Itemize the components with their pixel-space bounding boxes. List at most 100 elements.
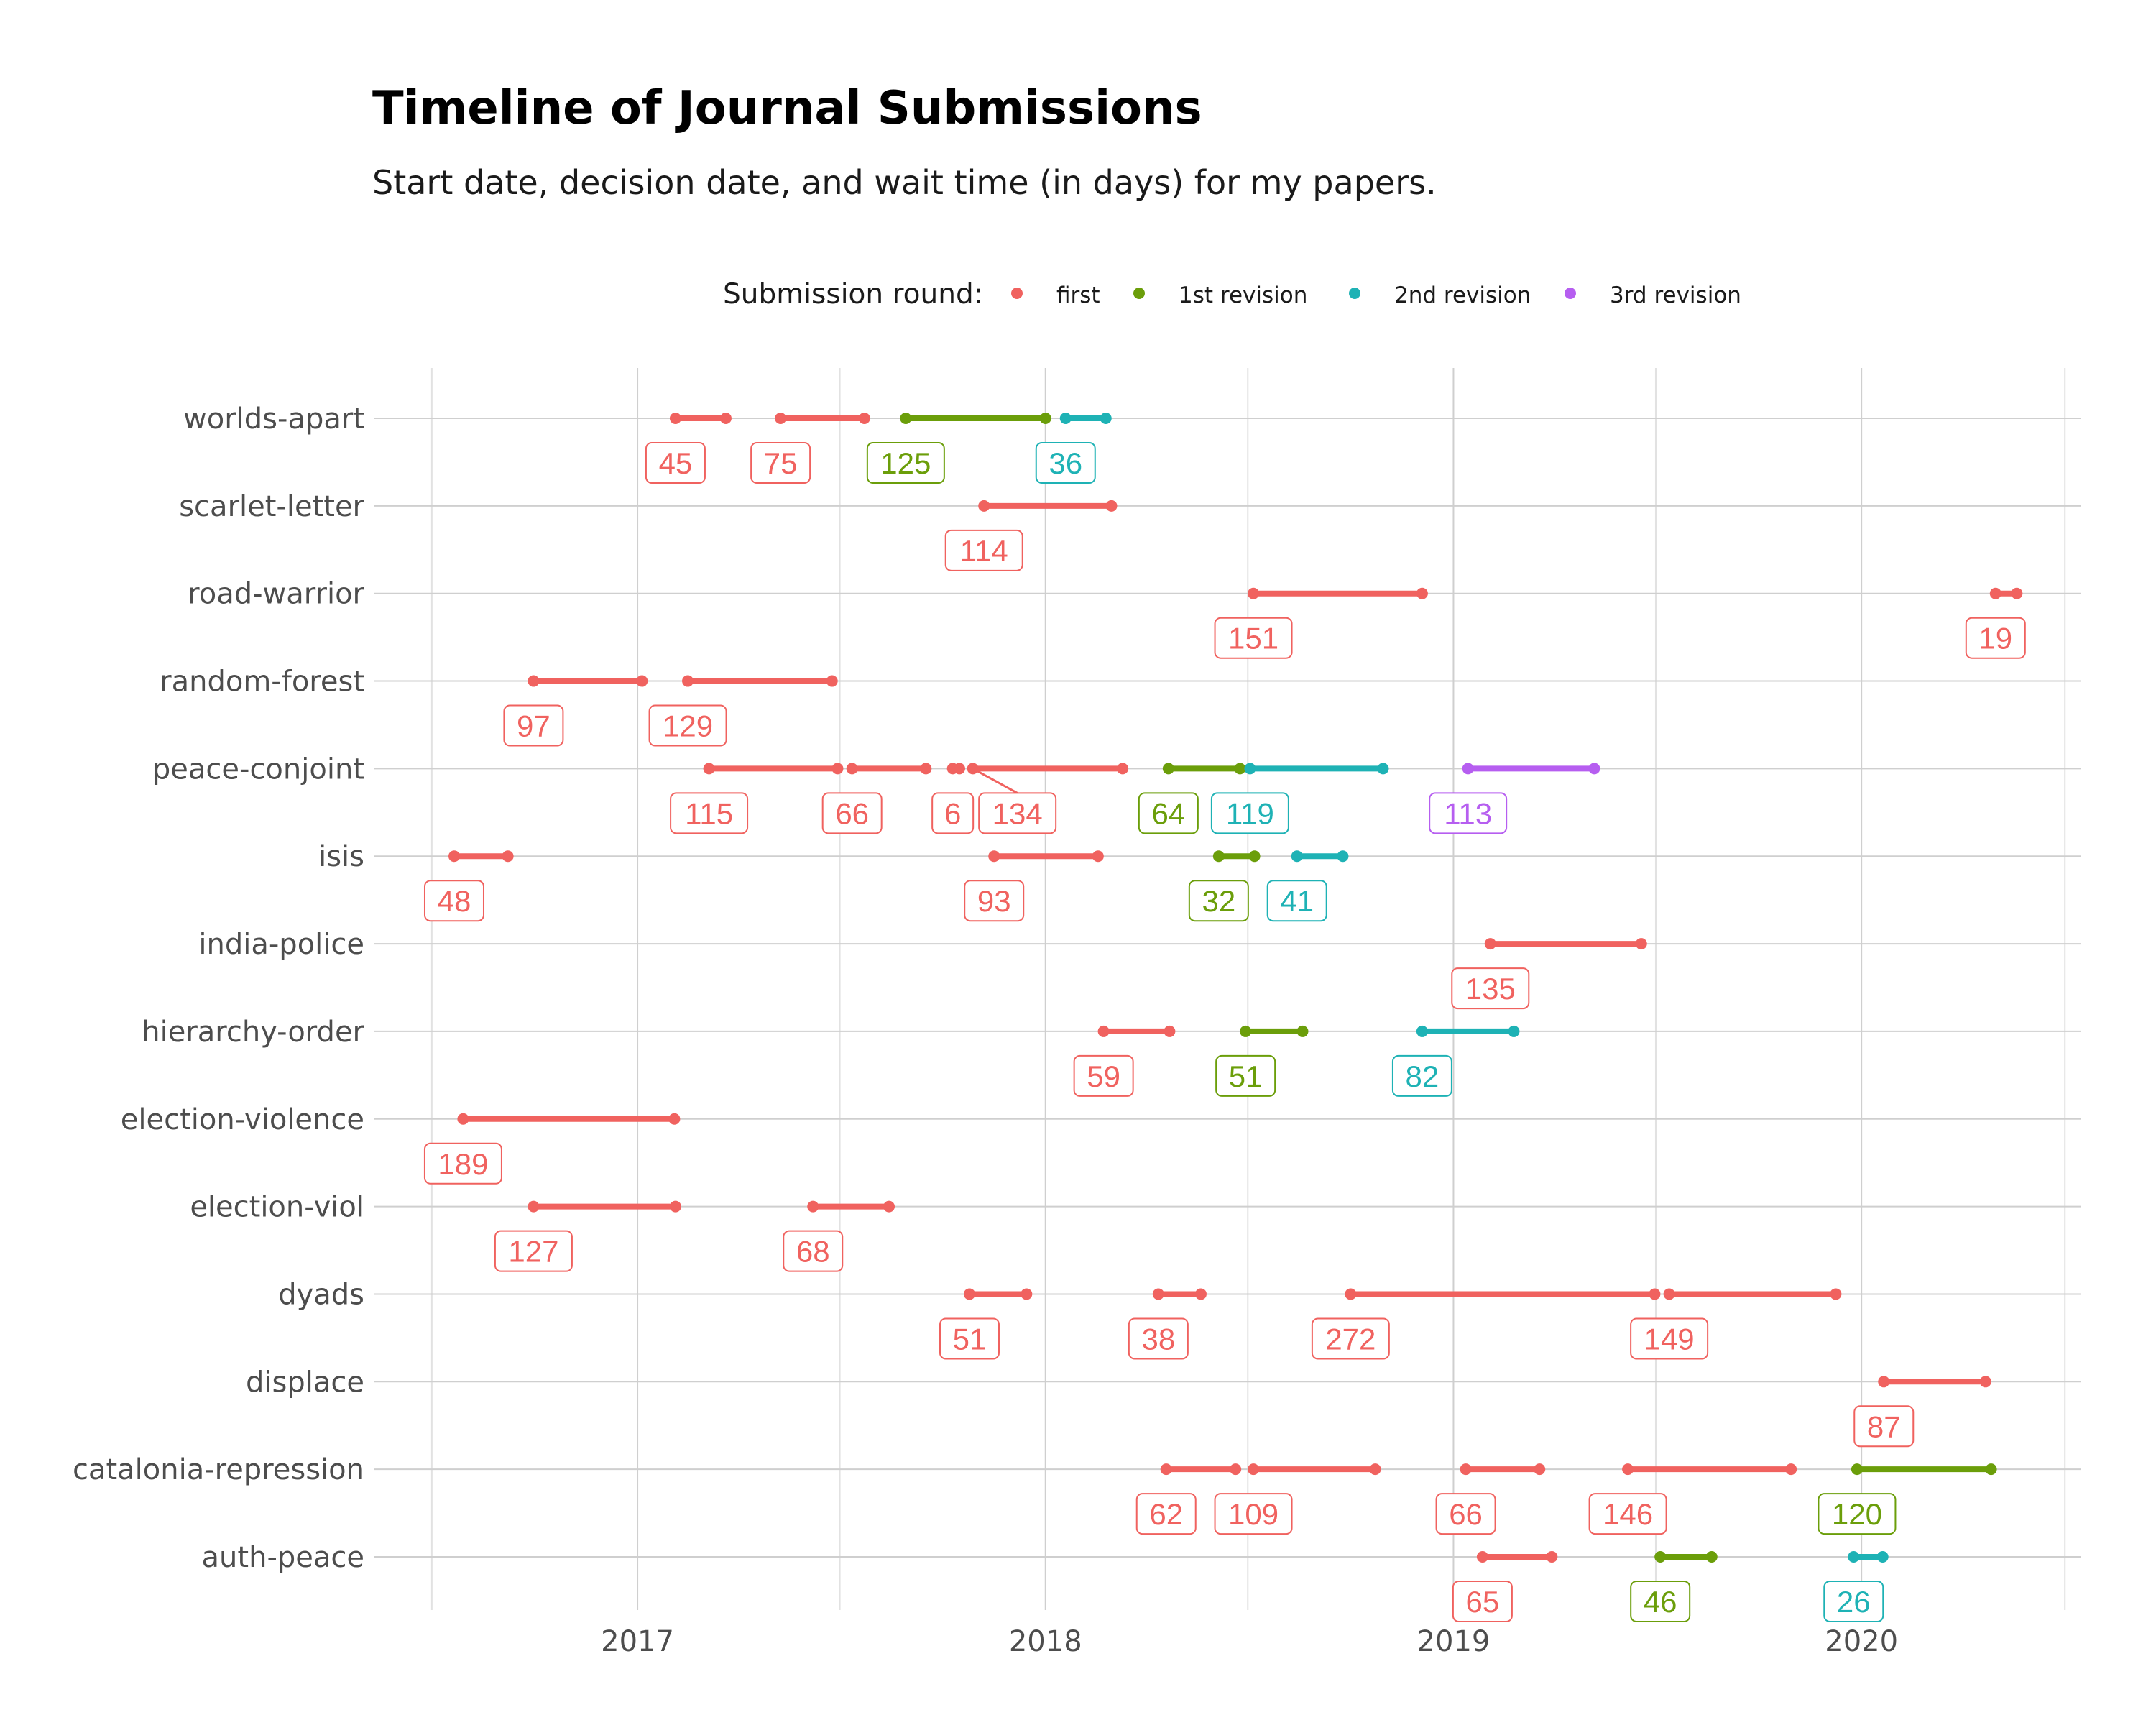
end-point-isis-18: [1248, 850, 1261, 862]
label-box-isis-18: [1188, 880, 1249, 922]
label-days-catalonia-repression-36: 120: [1832, 1497, 1882, 1531]
label-days-peace-conjoint-14: 119: [1226, 796, 1274, 830]
y-tick-label-india-police: india-police: [198, 928, 364, 961]
label-days-dyads-27: 51: [953, 1322, 987, 1356]
legend-label-first: first: [1056, 282, 1100, 308]
start-point-worlds-apart-0: [669, 413, 681, 424]
label-box-peace-conjoint-14: [1210, 792, 1289, 834]
y-tick-label-auth-peace: auth-peace: [202, 1541, 364, 1574]
end-point-hierarchy-order-21: [1164, 1025, 1176, 1037]
end-point-peace-conjoint-13: [1234, 763, 1246, 775]
y-tick-label-dyads: dyads: [278, 1278, 364, 1311]
start-point-catalonia-repression-32: [1160, 1463, 1172, 1476]
start-point-scarlet-letter-4: [978, 500, 990, 512]
end-point-worlds-apart-3: [1100, 413, 1112, 424]
start-point-displace-31: [1878, 1376, 1890, 1388]
label-box-hierarchy-order-21: [1073, 1054, 1134, 1097]
end-point-peace-conjoint-11: [953, 763, 965, 775]
label-box-catalonia-repression-33: [1214, 1493, 1293, 1535]
end-point-catalonia-repression-34: [1534, 1463, 1546, 1476]
end-point-scarlet-letter-4: [1105, 500, 1118, 512]
label-days-isis-19: 41: [1280, 884, 1314, 918]
label-days-peace-conjoint-12: 134: [992, 796, 1043, 830]
label-days-catalonia-repression-32: 62: [1149, 1497, 1183, 1531]
label-box-dyads-29: [1311, 1317, 1390, 1360]
start-point-catalonia-repression-36: [1851, 1463, 1863, 1476]
y-tick-label-road-warrior: road-warrior: [188, 578, 364, 611]
label-days-road-warrior-6: 19: [1978, 622, 2012, 656]
y-tick-label-hierarchy-order: hierarchy-order: [142, 1016, 364, 1049]
start-point-road-warrior-6: [1989, 587, 2001, 599]
label-box-worlds-apart-2: [866, 442, 945, 484]
end-point-election-viol-26: [883, 1200, 895, 1213]
label-days-dyads-30: 149: [1644, 1322, 1695, 1356]
label-days-catalonia-repression-33: 109: [1228, 1497, 1279, 1531]
start-point-random-forest-7: [528, 675, 540, 687]
label-box-worlds-apart-1: [750, 442, 811, 484]
start-point-isis-16: [448, 850, 460, 862]
label-days-hierarchy-order-23: 82: [1406, 1059, 1439, 1093]
end-point-election-violence-24: [668, 1113, 681, 1125]
label-days-hierarchy-order-22: 51: [1229, 1059, 1263, 1093]
end-point-displace-31: [1979, 1376, 1991, 1388]
label-box-auth-peace-39: [1823, 1581, 1884, 1622]
label-box-scarlet-letter-4: [944, 529, 1023, 571]
end-point-isis-17: [1092, 850, 1104, 862]
label-box-election-viol-26: [783, 1230, 844, 1272]
label-box-hierarchy-order-22: [1215, 1054, 1276, 1097]
label-days-peace-conjoint-15: 113: [1444, 796, 1492, 830]
end-point-auth-peace-39: [1876, 1551, 1889, 1563]
chart-title: Timeline of Journal Submissions: [372, 82, 1202, 135]
label-days-catalonia-repression-34: 66: [1449, 1497, 1483, 1531]
legend: Submission round: first 1st revision 2nd r…: [723, 278, 1741, 310]
y-tick-label-catalonia-repression: catalonia-repression: [73, 1453, 364, 1486]
label-box-displace-31: [1853, 1405, 1915, 1448]
end-point-election-viol-25: [669, 1200, 681, 1213]
start-point-peace-conjoint-9: [703, 763, 715, 775]
label-box-peace-conjoint-11: [931, 792, 975, 834]
label-days-worlds-apart-1: 75: [764, 446, 798, 480]
start-point-india-police-20: [1484, 938, 1496, 950]
label-box-peace-conjoint-9: [670, 792, 749, 834]
start-point-road-warrior-5: [1248, 587, 1260, 599]
start-point-auth-peace-37: [1476, 1551, 1488, 1563]
label-box-dyads-30: [1630, 1317, 1709, 1360]
x-axis: 2017 2018 2019 2020: [601, 1625, 1898, 1658]
label-box-peace-conjoint-15: [1429, 792, 1508, 834]
end-point-random-forest-8: [826, 675, 838, 687]
end-point-dyads-29: [1649, 1288, 1661, 1300]
end-point-auth-peace-38: [1705, 1551, 1718, 1563]
label-days-isis-16: 48: [438, 884, 471, 918]
y-tick-label-election-viol: election-viol: [190, 1191, 364, 1224]
start-point-catalonia-repression-35: [1622, 1463, 1634, 1476]
legend-label-r2: 2nd revision: [1394, 282, 1531, 308]
label-box-election-violence-24: [423, 1142, 502, 1184]
end-point-catalonia-repression-32: [1230, 1463, 1242, 1476]
start-point-isis-19: [1291, 850, 1303, 862]
end-point-catalonia-repression-35: [1785, 1463, 1797, 1476]
label-days-worlds-apart-2: 125: [880, 446, 931, 480]
y-tick-label-worlds-apart: worlds-apart: [183, 402, 364, 436]
start-point-worlds-apart-2: [900, 413, 912, 424]
legend-label-r1: 1st revision: [1179, 282, 1307, 308]
label-box-road-warrior-6: [1965, 617, 2026, 659]
end-point-peace-conjoint-10: [920, 763, 932, 775]
label-leader-peace-conjoint-12: [972, 768, 1018, 794]
start-point-hierarchy-order-22: [1240, 1025, 1252, 1037]
label-days-auth-peace-37: 65: [1466, 1585, 1500, 1619]
start-point-dyads-27: [963, 1288, 975, 1300]
label-box-isis-17: [964, 880, 1025, 922]
label-days-election-violence-24: 189: [438, 1147, 488, 1181]
start-point-election-viol-26: [807, 1200, 819, 1213]
end-point-peace-conjoint-15: [1588, 763, 1600, 775]
label-days-peace-conjoint-13: 64: [1151, 796, 1185, 830]
legend-key-first: [1011, 288, 1023, 299]
start-point-auth-peace-38: [1654, 1551, 1667, 1563]
y-axis: worlds-apart scarlet-letter road-warrior ra…: [73, 402, 365, 1574]
legend-key-r2: [1349, 288, 1360, 299]
chart-subtitle: Start date, decision date, and wait time…: [372, 163, 1437, 202]
end-point-peace-conjoint-12: [1117, 763, 1129, 775]
label-box-worlds-apart-3: [1035, 442, 1096, 484]
